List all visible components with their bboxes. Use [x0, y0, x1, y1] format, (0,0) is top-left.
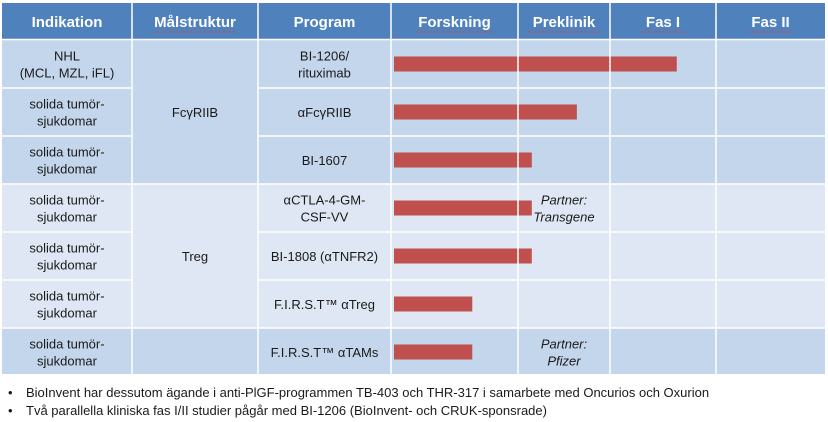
program-cell: BI-1808 (αTNFR2): [271, 249, 378, 264]
indication-cell-line: (MCL, MZL, iFL): [20, 66, 115, 81]
partner-label-line: Partner:: [541, 193, 588, 208]
progress-bar: [394, 104, 577, 120]
column-header: Fas I: [646, 14, 680, 31]
footnote-item: • Två parallella kliniska fas I/II studi…: [8, 402, 823, 420]
indication-cell-line: solida tumör-: [29, 193, 104, 208]
program-cell: F.I.R.S.T™ αTreg: [274, 297, 375, 312]
program-cell: BI-1607: [302, 153, 348, 168]
column-header: Målstruktur: [154, 14, 236, 31]
program-cell-line: αCTLA-4-GM-: [284, 193, 366, 208]
program-cell-line: F.I.R.S.T™ αTAMs: [271, 345, 379, 360]
program-cell-line: rituximab: [298, 66, 351, 81]
indication-cell: solida tumör-sjukdomar: [29, 241, 104, 273]
indication-cell-line: sjukdomar: [37, 162, 98, 177]
footnotes: • BioInvent har dessutom ägande i anti-P…: [8, 384, 823, 420]
target-cell: Treg: [182, 249, 208, 264]
column-header: Forskning: [418, 14, 491, 31]
progress-bars: [394, 56, 677, 360]
column-header: Program: [294, 14, 356, 31]
column-header: Preklinik: [533, 14, 596, 31]
indication-cell-line: sjukdomar: [37, 306, 98, 321]
target-cell: FcγRIIB: [172, 105, 218, 120]
progress-bar: [394, 152, 532, 168]
progress-bar: [394, 296, 473, 312]
bullet-icon: •: [8, 385, 13, 400]
indication-cell-line: solida tumör-: [29, 145, 104, 160]
column-header: Indikation: [32, 14, 103, 31]
indication-cell-line: sjukdomar: [37, 114, 98, 129]
partner-label-line: Transgene: [533, 210, 594, 225]
table-body: NHL (MCL, MZL, iFL) BI-1206/rituximab solid…: [20, 49, 595, 369]
table-header: Indikation Målstruktur Program Forskning Pre…: [2, 3, 825, 39]
bullet-icon: •: [8, 403, 13, 418]
partner-label-line: Partner:: [541, 337, 588, 352]
indication-cell-line: solida tumör-: [29, 289, 104, 304]
partner-label-line: Pfizer: [547, 354, 581, 369]
program-cell: αCTLA-4-GM- CSF-VV: [284, 193, 366, 225]
progress-bar: [394, 200, 532, 216]
column-header: Fas II: [751, 14, 789, 31]
partner-label: Partner: Pfizer: [541, 337, 588, 369]
indication-cell: solida tumör-sjukdomar: [29, 289, 104, 321]
progress-bar: [394, 56, 677, 72]
program-cell-line: BI-1808 (αTNFR2): [271, 249, 378, 264]
indication-cell: solida tumör-sjukdomar: [29, 337, 104, 369]
footnote-text: Två parallella kliniska fas I/II studier…: [26, 403, 547, 418]
footnote-item: • BioInvent har dessutom ägande i anti-P…: [8, 384, 823, 402]
indication-cell: solida tumör-sjukdomar: [29, 193, 104, 225]
grid-lines: [2, 3, 825, 374]
indication-cell: NHL (MCL, MZL, iFL): [20, 49, 115, 81]
program-cell: BI-1206/rituximab: [298, 49, 351, 81]
progress-bar: [394, 248, 532, 264]
indication-cell: solida tumör-sjukdomar: [29, 97, 104, 129]
indication-cell-line: solida tumör-: [29, 97, 104, 112]
program-cell: αFcγRIIB: [298, 105, 352, 120]
progress-bar: [394, 344, 473, 360]
pipeline-table: Indikation Målstruktur Program Forskning Pre…: [2, 3, 825, 374]
program-cell-line: F.I.R.S.T™ αTreg: [274, 297, 375, 312]
program-cell-line: αFcγRIIB: [298, 105, 352, 120]
footnote-text: BioInvent har dessutom ägande i anti-PlG…: [26, 385, 710, 400]
program-cell-line: BI-1206/: [300, 49, 350, 64]
program-cell: F.I.R.S.T™ αTAMs: [271, 345, 379, 360]
program-cell-line: CSF-VV: [301, 210, 349, 225]
header-background: [2, 3, 825, 39]
indication-cell-line: solida tumör-: [29, 337, 104, 352]
indication-cell-line: sjukdomar: [37, 354, 98, 369]
indication-cell-line: NHL: [54, 49, 80, 64]
indication-cell-line: sjukdomar: [37, 210, 98, 225]
indication-cell-line: solida tumör-: [29, 241, 104, 256]
program-cell-line: BI-1607: [302, 153, 348, 168]
indication-cell: solida tumör-sjukdomar: [29, 145, 104, 177]
partner-label: Partner: Transgene: [533, 193, 594, 225]
indication-cell-line: sjukdomar: [37, 258, 98, 273]
